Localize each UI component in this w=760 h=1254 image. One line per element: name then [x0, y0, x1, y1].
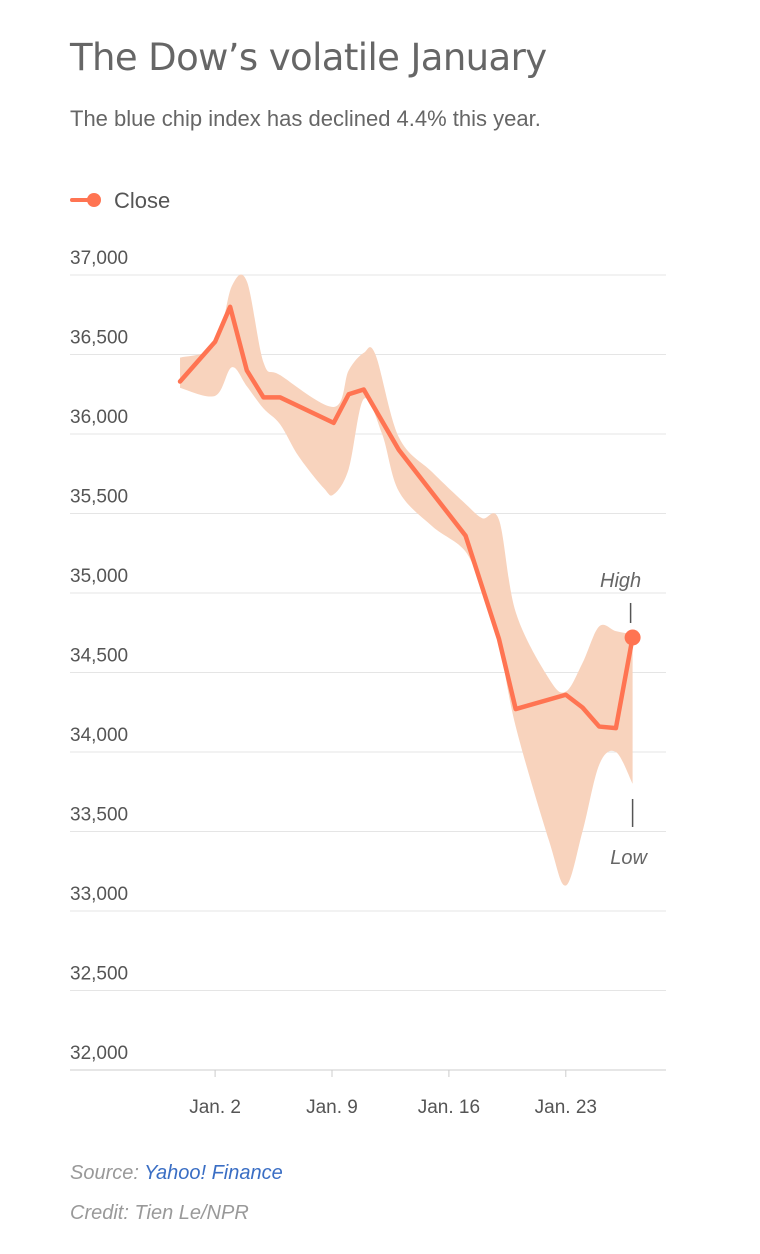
x-tick-label: Jan. 2	[189, 1097, 241, 1118]
x-tick-label: Jan. 16	[418, 1097, 480, 1118]
y-tick-label: 35,500	[70, 487, 128, 508]
low-annotation-label: Low	[610, 847, 648, 869]
y-tick-label: 33,500	[70, 805, 128, 826]
y-tick-label: 36,500	[70, 328, 128, 349]
high-annotation-label: High	[600, 570, 641, 592]
y-tick-label: 36,000	[70, 407, 128, 428]
x-tick-label: Jan. 23	[535, 1097, 597, 1118]
last-close-marker	[624, 629, 641, 646]
legend-marker	[87, 193, 101, 207]
source-note: Source: Yahoo! Finance	[70, 1162, 283, 1185]
source-label: Source:	[70, 1162, 145, 1184]
chart-title: The Dow’s volatile January	[70, 36, 547, 79]
high-low-band	[180, 274, 633, 886]
legend-label: Close	[114, 188, 170, 213]
y-tick-label: 35,000	[70, 566, 128, 587]
y-tick-label: 34,000	[70, 725, 128, 746]
y-tick-label: 34,500	[70, 646, 128, 667]
y-tick-label: 32,000	[70, 1043, 128, 1064]
dow-line-chart: Close 32,000 32,500 33,000 33,500 34,000 34,50…	[70, 188, 666, 1118]
y-tick-label: 33,000	[70, 884, 128, 905]
source-link[interactable]: Yahoo! Finance	[144, 1162, 283, 1184]
x-tick-label: Jan. 9	[306, 1097, 358, 1118]
credit-note: Credit: Tien Le/NPR	[70, 1202, 249, 1224]
y-tick-label: 37,000	[70, 248, 128, 269]
y-tick-label: 32,500	[70, 964, 128, 985]
chart-subtitle: The blue chip index has declined 4.4% th…	[70, 106, 541, 131]
close-line	[177, 304, 635, 731]
